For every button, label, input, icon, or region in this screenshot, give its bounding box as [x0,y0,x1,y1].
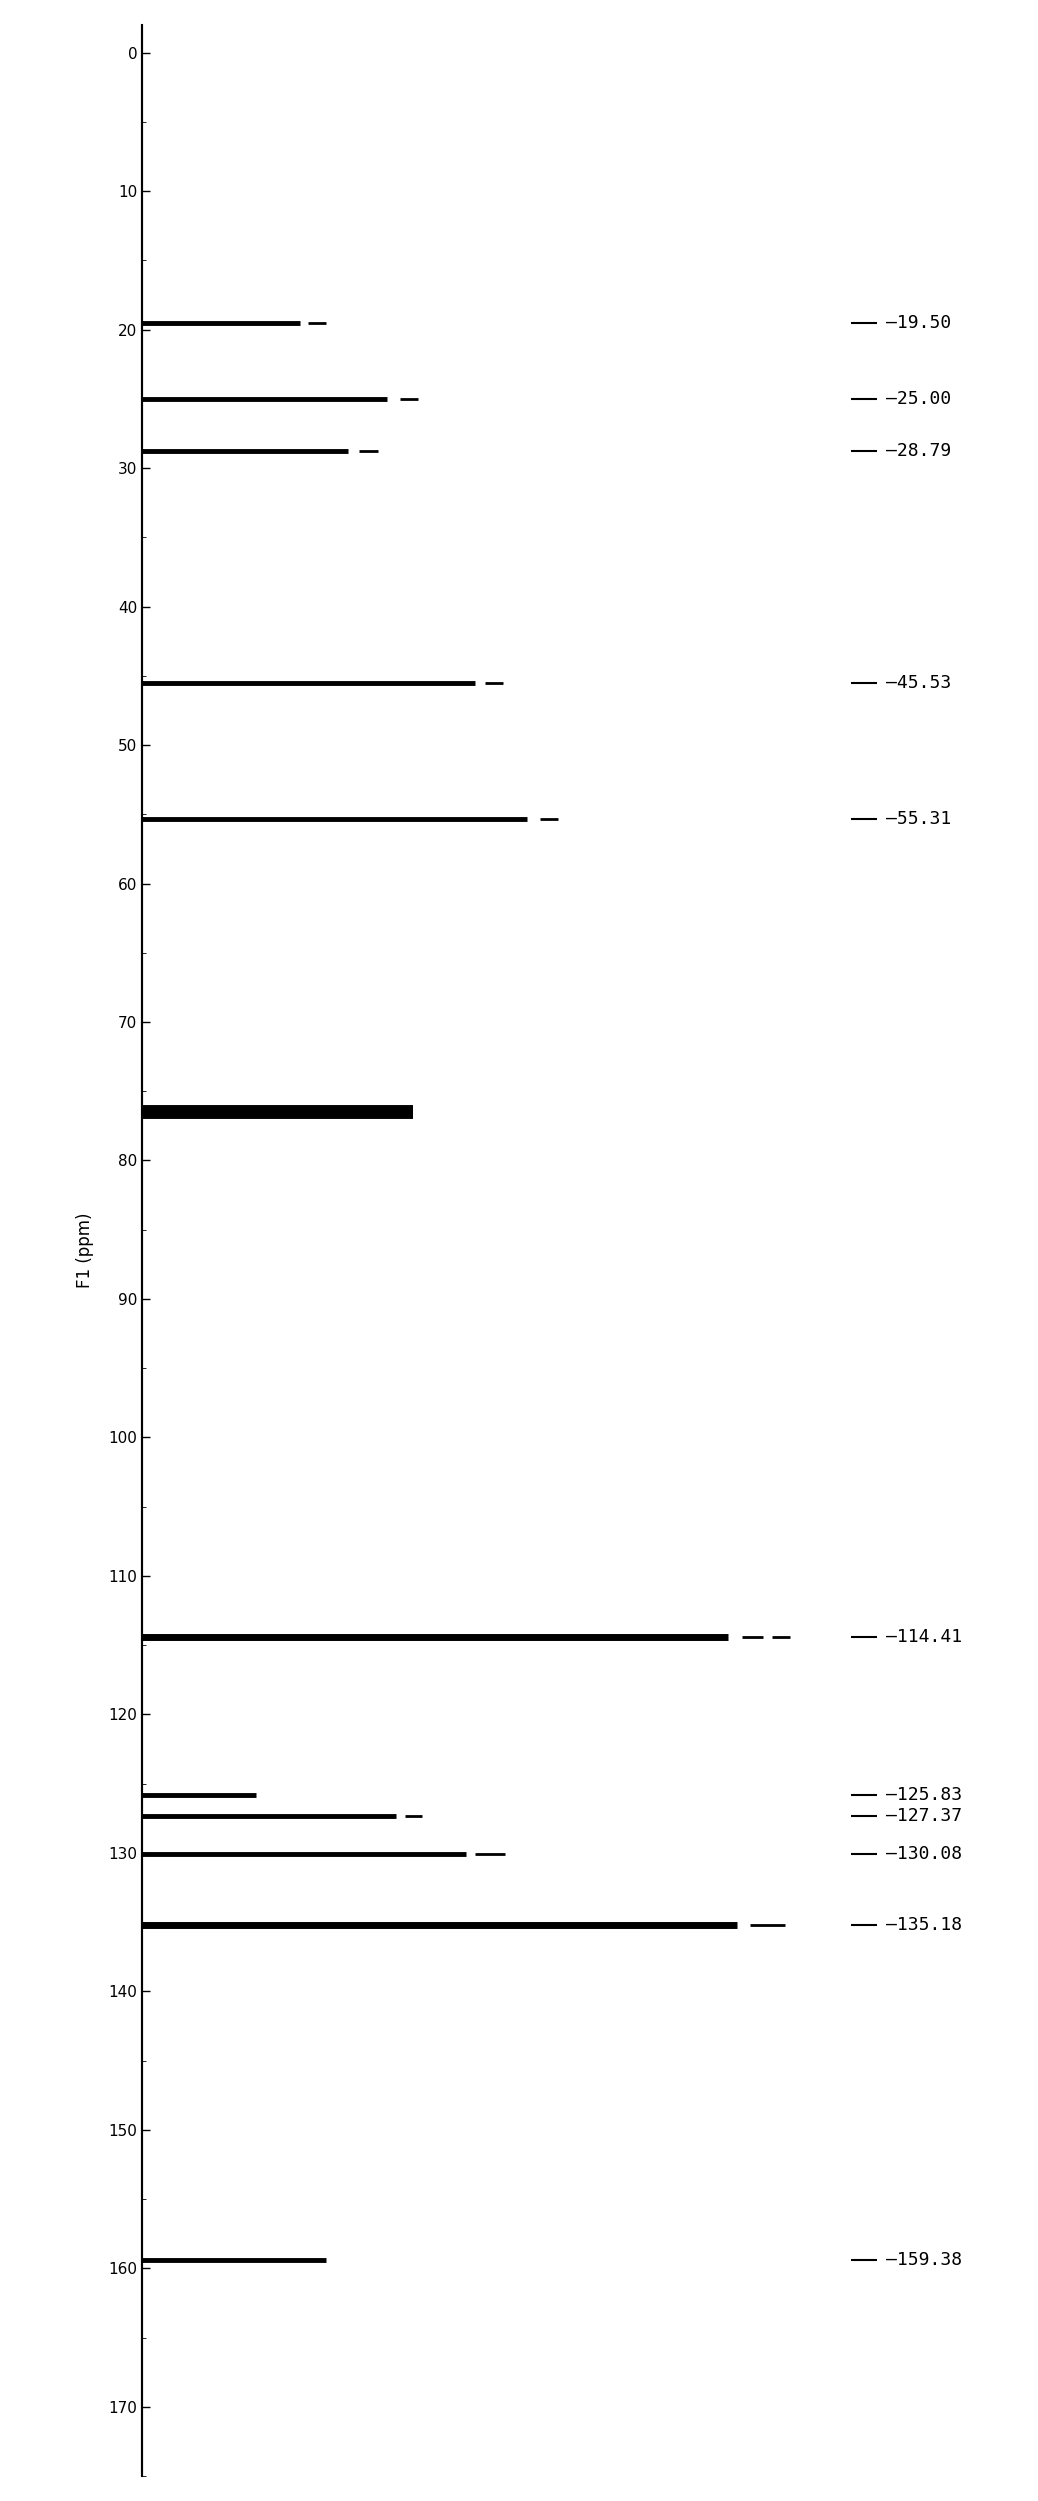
Text: —159.38: —159.38 [886,2251,962,2268]
Y-axis label: F1 (ppm): F1 (ppm) [77,1213,94,1288]
Text: —130.08: —130.08 [886,1846,962,1863]
Text: —45.53: —45.53 [886,675,951,693]
Text: —19.50: —19.50 [886,313,951,333]
Text: —25.00: —25.00 [886,390,951,408]
Text: —135.18: —135.18 [886,1916,962,1933]
Text: —114.41: —114.41 [886,1628,962,1646]
Text: —127.37: —127.37 [886,1808,962,1826]
Text: —55.31: —55.31 [886,810,951,828]
Text: —125.83: —125.83 [886,1786,962,1803]
Text: —28.79: —28.79 [886,443,951,460]
